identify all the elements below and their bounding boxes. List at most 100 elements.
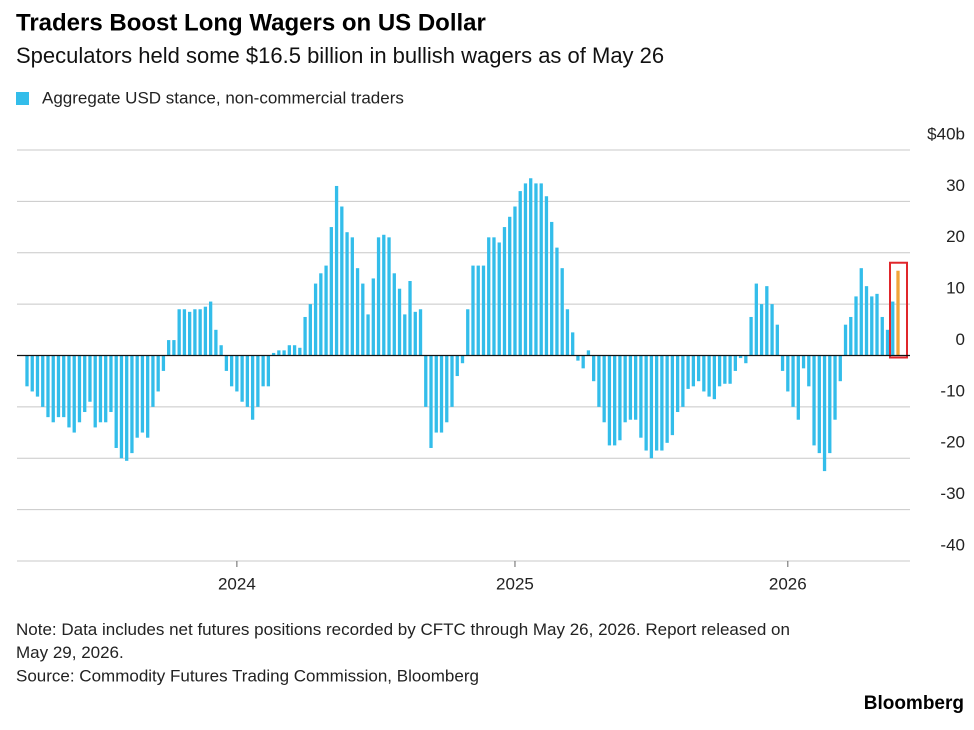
bar — [712, 355, 717, 400]
bar — [35, 355, 40, 397]
bar — [324, 265, 328, 356]
bar — [329, 227, 333, 356]
bar — [576, 355, 580, 361]
y-tick-label: 0 — [956, 330, 965, 349]
bar — [392, 273, 396, 356]
bar — [109, 355, 113, 413]
bar — [30, 355, 34, 392]
bar — [854, 296, 858, 356]
note: Note: Data includes net futures position… — [16, 620, 790, 662]
bar — [203, 306, 208, 356]
bar — [497, 242, 501, 356]
bar — [592, 355, 596, 382]
bar — [172, 340, 176, 356]
bar — [649, 355, 654, 459]
bar — [665, 355, 669, 443]
bar — [529, 178, 533, 356]
bar — [455, 355, 459, 377]
bar — [418, 309, 423, 356]
bar — [114, 355, 118, 448]
bar — [319, 273, 323, 356]
bar — [644, 355, 648, 451]
bar — [885, 329, 890, 356]
bar — [513, 206, 517, 356]
bar — [675, 355, 680, 413]
bar — [56, 355, 61, 418]
bar — [298, 347, 302, 356]
bar — [828, 355, 832, 454]
bar — [833, 355, 837, 420]
y-tick-label: -30 — [940, 484, 965, 503]
bar — [555, 247, 559, 356]
bar — [287, 345, 291, 356]
bar — [733, 355, 737, 371]
source: Source: Commodity Futures Trading Commis… — [16, 666, 479, 685]
bar — [361, 283, 365, 356]
bar — [775, 324, 779, 356]
bar — [607, 355, 612, 446]
bar — [613, 355, 617, 446]
bar — [397, 288, 402, 356]
bar — [98, 355, 103, 423]
bar — [366, 314, 370, 356]
legend-swatch — [16, 92, 29, 105]
bar — [796, 355, 800, 420]
bar — [639, 355, 643, 438]
bar — [466, 309, 470, 356]
bar — [660, 355, 664, 451]
bar — [193, 309, 197, 356]
bar — [214, 329, 218, 356]
chart-subtitle: Speculators held some $16.5 billion in b… — [16, 43, 664, 68]
bar — [838, 355, 842, 382]
bar — [754, 283, 758, 356]
chart-title: Traders Boost Long Wagers on US Dollar — [16, 9, 486, 36]
bar — [271, 352, 276, 356]
bar — [634, 355, 638, 420]
bar — [156, 355, 160, 392]
bar — [72, 355, 76, 433]
bar — [424, 355, 428, 407]
bar — [240, 355, 244, 402]
bar — [256, 355, 260, 407]
bar — [93, 355, 97, 428]
bar — [896, 270, 900, 356]
bar — [859, 268, 863, 356]
bar — [628, 355, 633, 420]
bar — [51, 355, 55, 423]
bar — [104, 355, 108, 423]
bar — [345, 232, 349, 356]
y-tick-label: $40b — [927, 124, 965, 143]
bar — [266, 355, 271, 387]
bar — [597, 355, 601, 407]
bar — [429, 355, 433, 448]
bar — [88, 355, 92, 402]
bar — [812, 355, 816, 446]
bar — [355, 268, 360, 356]
bar — [801, 355, 806, 369]
bar — [487, 237, 491, 356]
bar — [891, 301, 895, 356]
bar — [277, 350, 281, 356]
bar — [492, 237, 496, 356]
bar — [618, 355, 622, 441]
bar — [387, 237, 391, 356]
bar — [717, 355, 722, 387]
bar — [539, 183, 543, 356]
bar — [523, 183, 528, 356]
bar — [292, 345, 297, 356]
y-tick-label: 10 — [946, 279, 965, 298]
bar — [822, 355, 827, 472]
bar — [77, 355, 82, 423]
y-tick-label: -20 — [940, 433, 965, 452]
bar — [282, 350, 286, 356]
y-tick-label: 30 — [946, 176, 965, 195]
bar — [140, 355, 145, 433]
bar — [135, 355, 139, 438]
bar — [623, 355, 627, 423]
bar — [880, 316, 884, 356]
bar — [403, 314, 407, 356]
bar — [581, 355, 585, 369]
bar — [450, 355, 454, 407]
bar — [476, 265, 480, 356]
